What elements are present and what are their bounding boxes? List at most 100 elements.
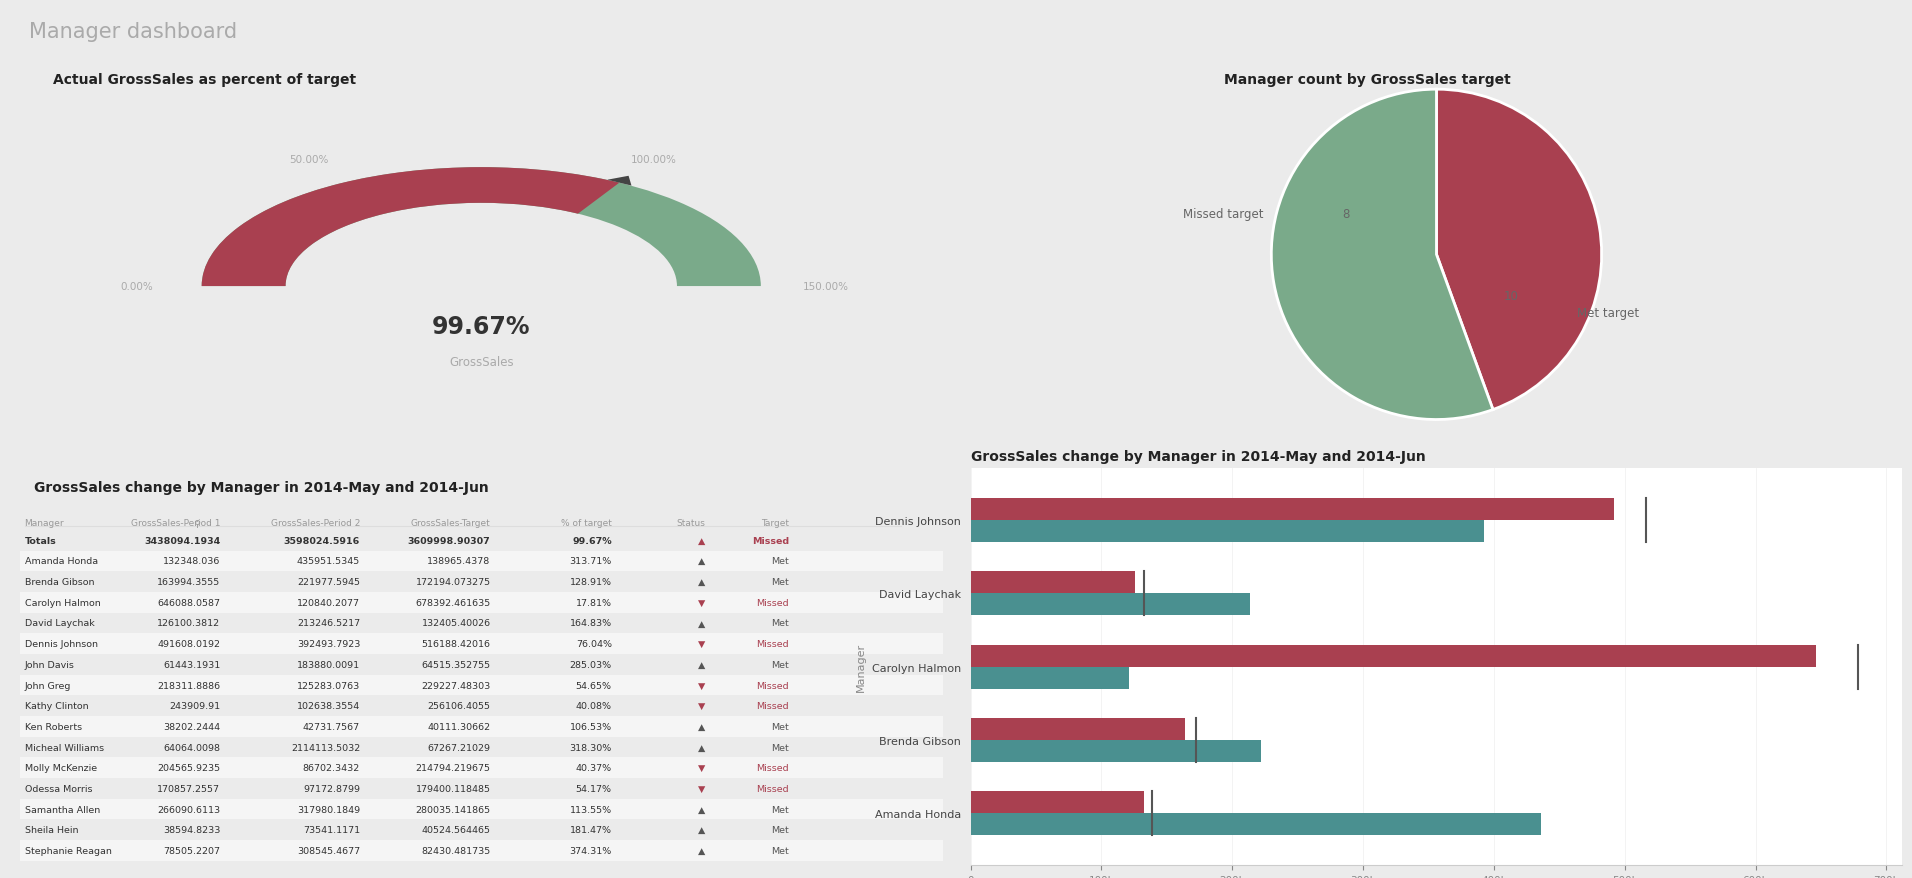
Text: 218311.8886: 218311.8886: [157, 680, 220, 690]
Text: Stephanie Reagan: Stephanie Reagan: [25, 846, 111, 855]
Text: 64515.352755: 64515.352755: [421, 660, 491, 669]
Text: Actual GrossSales as percent of target: Actual GrossSales as percent of target: [52, 73, 356, 87]
Text: 317980.1849: 317980.1849: [296, 805, 359, 814]
Text: 120840.2077: 120840.2077: [296, 598, 359, 607]
Text: 73541.1171: 73541.1171: [302, 825, 359, 834]
Text: 42731.7567: 42731.7567: [302, 722, 359, 731]
Text: 163994.3555: 163994.3555: [157, 578, 220, 587]
Text: Met: Met: [771, 825, 790, 834]
Text: 256106.4055: 256106.4055: [428, 702, 491, 710]
Text: 67267.21029: 67267.21029: [428, 743, 491, 752]
Text: Target: Target: [761, 518, 790, 528]
Text: John Davis: John Davis: [25, 660, 75, 669]
Bar: [971, 520, 1484, 543]
Text: 125283.0763: 125283.0763: [296, 680, 359, 690]
Text: GrossSales change by Manager in 2014-May and 2014-Jun: GrossSales change by Manager in 2014-May…: [34, 481, 489, 494]
Text: ▼: ▼: [698, 680, 706, 690]
Text: Met: Met: [771, 619, 790, 628]
Text: 8: 8: [1342, 207, 1350, 220]
Text: 50.00%: 50.00%: [289, 155, 329, 165]
Text: ▼: ▼: [698, 598, 706, 607]
Text: 181.47%: 181.47%: [570, 825, 612, 834]
Bar: [19, 551, 943, 572]
Text: 17.81%: 17.81%: [576, 598, 612, 607]
Text: GrossSales: GrossSales: [449, 356, 514, 369]
Text: 54.17%: 54.17%: [576, 784, 612, 793]
Bar: [971, 667, 1128, 689]
Text: 392493.7923: 392493.7923: [296, 639, 359, 648]
Text: Missed: Missed: [755, 680, 790, 690]
Text: 40111.30662: 40111.30662: [428, 722, 491, 731]
Bar: [19, 593, 943, 613]
Text: 214794.219675: 214794.219675: [415, 763, 491, 773]
Text: 204565.9235: 204565.9235: [157, 763, 220, 773]
Text: Missed: Missed: [755, 702, 790, 710]
Text: 179400.118485: 179400.118485: [415, 784, 491, 793]
Text: 100.00%: 100.00%: [631, 155, 677, 165]
Text: ▲: ▲: [698, 660, 706, 669]
Text: 99.67%: 99.67%: [572, 536, 612, 545]
Text: ▲: ▲: [698, 722, 706, 731]
Wedge shape: [1271, 90, 1493, 420]
Bar: [971, 718, 1185, 740]
Text: 266090.6113: 266090.6113: [157, 805, 220, 814]
Text: 40.08%: 40.08%: [576, 702, 612, 710]
Text: GrossSales-Period 1: GrossSales-Period 1: [130, 518, 220, 528]
Text: 61443.1931: 61443.1931: [163, 660, 220, 669]
Text: 78505.2207: 78505.2207: [163, 846, 220, 855]
Text: Ken Roberts: Ken Roberts: [25, 722, 82, 731]
Text: 3438094.1934: 3438094.1934: [143, 536, 220, 545]
Text: % of target: % of target: [560, 518, 612, 528]
Bar: [971, 498, 1614, 520]
Text: 54.65%: 54.65%: [576, 680, 612, 690]
Text: Totals: Totals: [25, 536, 55, 545]
Text: 2114113.5032: 2114113.5032: [291, 743, 359, 752]
Text: 3609998.90307: 3609998.90307: [407, 536, 491, 545]
Text: 40524.564465: 40524.564465: [421, 825, 491, 834]
Text: ▲: ▲: [698, 846, 706, 855]
Text: Met: Met: [771, 805, 790, 814]
Text: 172194.073275: 172194.073275: [415, 578, 491, 587]
Text: 678392.461635: 678392.461635: [415, 598, 491, 607]
Text: 646088.0587: 646088.0587: [157, 598, 220, 607]
Text: Micheal Williams: Micheal Williams: [25, 743, 103, 752]
Text: ⚲: ⚲: [193, 518, 201, 529]
Text: ▼: ▼: [698, 702, 706, 710]
Text: ▲: ▲: [698, 578, 706, 587]
Text: 102638.3554: 102638.3554: [296, 702, 359, 710]
Text: Dennis Johnson: Dennis Johnson: [25, 639, 98, 648]
Text: Missed: Missed: [751, 536, 790, 545]
Text: 132348.036: 132348.036: [163, 557, 220, 565]
Text: 3598024.5916: 3598024.5916: [283, 536, 359, 545]
Text: 170857.2557: 170857.2557: [157, 784, 220, 793]
Text: Molly McKenzie: Molly McKenzie: [25, 763, 98, 773]
Text: Met: Met: [771, 846, 790, 855]
Text: Met: Met: [771, 578, 790, 587]
Text: 491608.0192: 491608.0192: [157, 639, 220, 648]
Text: 64064.0098: 64064.0098: [163, 743, 220, 752]
Text: GrossSales-Target: GrossSales-Target: [411, 518, 491, 528]
Bar: [19, 716, 943, 737]
Text: Met: Met: [771, 660, 790, 669]
Text: Samantha Allen: Samantha Allen: [25, 805, 99, 814]
Bar: [19, 675, 943, 695]
Bar: [971, 791, 1143, 814]
Text: 516188.42016: 516188.42016: [421, 639, 491, 648]
Text: 126100.3812: 126100.3812: [157, 619, 220, 628]
Text: Brenda Gibson: Brenda Gibson: [25, 578, 94, 587]
Text: ▲: ▲: [698, 743, 706, 752]
Text: 40.37%: 40.37%: [576, 763, 612, 773]
Text: 183880.0091: 183880.0091: [296, 660, 359, 669]
Text: 285.03%: 285.03%: [570, 660, 612, 669]
Wedge shape: [201, 168, 761, 287]
Bar: [971, 740, 1260, 762]
Text: ▲: ▲: [698, 557, 706, 565]
Text: Amanda Honda: Amanda Honda: [25, 557, 98, 565]
Text: ▼: ▼: [698, 639, 706, 648]
Text: Missed: Missed: [755, 763, 790, 773]
Text: 435951.5345: 435951.5345: [296, 557, 359, 565]
Text: 280035.141865: 280035.141865: [415, 805, 491, 814]
Text: 128.91%: 128.91%: [570, 578, 612, 587]
Text: 374.31%: 374.31%: [570, 846, 612, 855]
Text: Missed: Missed: [755, 598, 790, 607]
